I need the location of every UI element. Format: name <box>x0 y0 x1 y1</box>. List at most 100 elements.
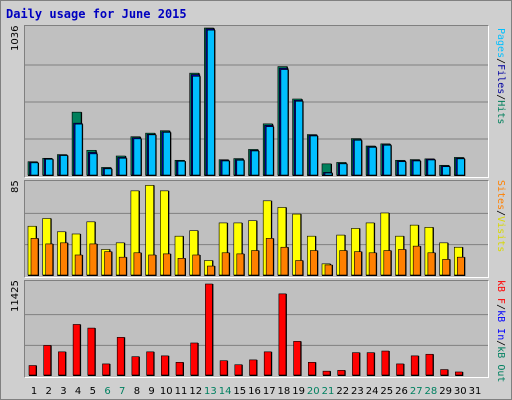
sites-bar <box>251 250 259 276</box>
x-tick-label: 4 <box>75 386 81 397</box>
sites-bar <box>309 250 318 276</box>
pages-bar <box>280 69 289 176</box>
pages-bar <box>295 100 303 176</box>
pages-bar <box>339 163 348 176</box>
kbytes-bar <box>249 359 257 376</box>
sites-bar <box>265 238 274 276</box>
pages-bar <box>368 147 377 176</box>
sites-bar <box>148 254 156 276</box>
pages-bar <box>412 160 421 176</box>
kbytes-bar <box>381 350 390 376</box>
sites-bar <box>74 254 83 276</box>
pages-bar <box>309 135 318 176</box>
kbytes-bar <box>72 324 81 376</box>
pages-bar <box>148 134 156 176</box>
kbytes-bar <box>425 353 434 376</box>
kbytes-bar <box>175 362 184 376</box>
x-tick-label: 29 <box>439 386 452 397</box>
pages-bar <box>104 168 112 176</box>
pages-bar <box>427 159 436 176</box>
pages-bar <box>251 150 259 176</box>
kbytes-bar <box>234 364 243 376</box>
kbytes-bar <box>352 352 360 376</box>
x-tick-label: 14 <box>219 386 232 397</box>
kbytes-bar <box>116 337 125 376</box>
pages-bar <box>192 75 200 176</box>
sites-bar <box>427 252 436 276</box>
sites-bar <box>295 260 303 276</box>
x-tick-label: 22 <box>336 386 349 397</box>
kbytes-bar <box>28 365 37 376</box>
kbytes-bar <box>337 370 346 376</box>
x-tick-label: 23 <box>351 386 364 397</box>
x-tick-label: 9 <box>148 386 154 397</box>
pages-bar <box>30 162 39 176</box>
x-tick-label: 24 <box>366 386 379 397</box>
kbytes-bar <box>131 356 140 376</box>
pages-bar <box>221 160 230 176</box>
x-tick-label: 18 <box>278 386 291 397</box>
kbytes-bar <box>190 342 198 376</box>
pages-bar <box>324 172 333 176</box>
pages-bar <box>354 139 362 176</box>
pages-bar <box>60 155 68 176</box>
x-tick-label: 8 <box>134 386 140 397</box>
x-tick-label: 26 <box>395 386 408 397</box>
x-tick-label: 25 <box>380 386 393 397</box>
pages-bar <box>89 153 98 176</box>
sites-bar <box>236 253 245 276</box>
pages-bar <box>133 138 142 176</box>
x-tick-label: 15 <box>233 386 246 397</box>
chart-title: Daily usage for June 2015 <box>6 7 187 21</box>
sites-bar <box>89 243 98 276</box>
kbytes-bar <box>440 369 448 376</box>
kbytes-bar <box>278 293 287 376</box>
pages-bar <box>177 160 186 176</box>
x-tick-label: 16 <box>248 386 261 397</box>
kbytes-bar <box>322 370 331 376</box>
x-tick-label: 19 <box>292 386 305 397</box>
sites-bar <box>104 251 112 276</box>
sites-bar <box>30 238 39 276</box>
x-tick-label: 10 <box>160 386 173 397</box>
kbytes-bar <box>58 351 66 376</box>
x-tick-label: 2 <box>46 386 52 397</box>
kbytes-bar <box>396 363 404 376</box>
sites-bar <box>163 253 171 276</box>
kbytes-bar <box>205 283 213 376</box>
pages-bar <box>74 123 83 176</box>
kbytes-bar <box>410 355 419 376</box>
sites-bar <box>442 259 450 276</box>
x-tick-label: 20 <box>307 386 320 397</box>
kbytes-bar <box>263 351 272 376</box>
pages-bar <box>398 161 406 176</box>
sites-bar <box>60 242 68 276</box>
pages-bar <box>236 159 245 176</box>
pages-bar <box>45 158 54 176</box>
kbytes-bar <box>87 327 96 376</box>
sites-bar <box>221 252 230 276</box>
sites-bar <box>118 256 127 276</box>
kbytes-bar <box>219 360 228 376</box>
sites-bar <box>45 243 54 276</box>
x-tick-label: 28 <box>425 386 438 397</box>
x-tick-label: 6 <box>104 386 110 397</box>
x-tick-label: 7 <box>119 386 125 397</box>
x-tick-label: 21 <box>322 386 335 397</box>
sites-bar <box>398 249 406 276</box>
sites-bar <box>177 258 186 276</box>
pages-bar <box>442 166 450 176</box>
sites-bar <box>280 246 289 276</box>
x-tick-label: 31 <box>469 386 482 397</box>
x-tick-label: 1 <box>31 386 37 397</box>
x-tick-label: 5 <box>90 386 96 397</box>
kbytes-bar <box>102 363 110 376</box>
sites-bar <box>412 245 421 276</box>
pages-bar <box>265 126 274 176</box>
sites-bar <box>192 254 200 276</box>
x-tick-label: 13 <box>204 386 217 397</box>
x-tick-label: 17 <box>263 386 276 397</box>
sites-bar <box>207 265 215 276</box>
sites-bar <box>368 252 377 276</box>
